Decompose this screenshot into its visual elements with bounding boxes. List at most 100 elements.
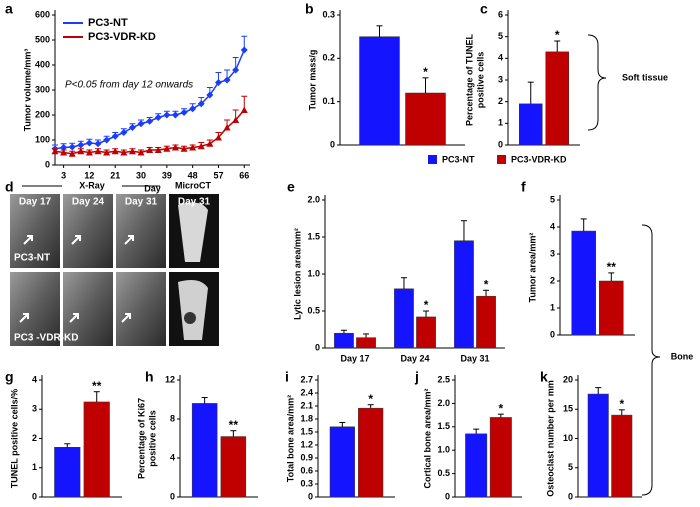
microct-bone	[178, 280, 208, 340]
row-label: PC3-NT	[14, 253, 50, 264]
bar	[571, 230, 596, 336]
bracket	[641, 224, 661, 496]
panel-letter: f	[521, 179, 526, 195]
image-panel: d X-Ray MicroCT Day 17 Day 24 Day 31 Day…	[5, 179, 219, 346]
xray-image	[63, 194, 113, 268]
y-tick-label: 3	[550, 248, 555, 258]
panel-letter: g	[5, 369, 14, 385]
y-tick-label: 0.2	[322, 53, 335, 63]
marker	[85, 139, 93, 147]
panel-letter: d	[5, 179, 14, 195]
y-tick-label: 0.5	[437, 468, 450, 478]
marker	[163, 111, 171, 119]
y-tick-label: 2.1	[300, 400, 313, 410]
bracket-label: Bone	[671, 351, 694, 361]
x-tick-label: 48	[188, 170, 198, 180]
marker	[171, 111, 179, 119]
bar	[358, 407, 384, 498]
y-tick-label: 0	[550, 329, 555, 339]
y-tick-label: 2.4	[300, 387, 313, 397]
marker	[137, 149, 145, 156]
xray-image	[10, 194, 60, 268]
y-tick-label: 0.5	[307, 305, 320, 315]
y-axis-label: Tumor volume/mm³	[22, 49, 32, 132]
y-tick-label: 5	[568, 462, 573, 472]
bar	[329, 426, 355, 498]
marker	[206, 140, 214, 147]
bar	[356, 337, 376, 349]
y-axis-label: Tumor area/mm²	[527, 233, 537, 303]
y-tick-label: 3	[498, 74, 503, 84]
significance-mark: *	[619, 397, 624, 411]
legend-swatch	[428, 155, 437, 164]
bar	[599, 280, 624, 336]
legend-label: PC3-NT	[88, 17, 128, 29]
image-header: MicroCT	[175, 180, 212, 190]
y-tick-label: 12	[165, 374, 175, 384]
y-tick-label: 300	[35, 84, 50, 94]
marker	[120, 149, 128, 156]
marker	[85, 149, 93, 156]
day-label: Day 31	[125, 197, 158, 208]
x-tick-label: 57	[213, 170, 223, 180]
day-label: Day 31	[178, 197, 211, 208]
bar	[545, 51, 570, 146]
y-tick-label: 1.5	[300, 426, 313, 436]
y-tick-label: 5	[550, 194, 555, 204]
xray-image	[116, 194, 166, 268]
marker	[128, 147, 136, 155]
bar	[518, 103, 543, 146]
marker	[197, 142, 205, 150]
bar	[611, 414, 633, 498]
series-line	[54, 49, 245, 150]
x-tick-label: 66	[239, 170, 249, 180]
bar	[476, 295, 496, 349]
marker	[232, 116, 240, 123]
y-tick-label: 200	[35, 109, 50, 119]
bar	[489, 417, 512, 498]
bar	[191, 403, 218, 498]
x-tick-label: Day 31	[460, 353, 489, 363]
bar	[454, 240, 474, 349]
y-axis-label: Osteoclast number per mm	[545, 380, 555, 497]
marker	[60, 149, 68, 156]
y-tick-label: 0.3	[322, 9, 335, 19]
y-axis-label: TUNEL positive cells/%	[9, 389, 19, 488]
marker	[214, 134, 222, 141]
marker	[223, 76, 231, 84]
y-tick-label: 6	[498, 9, 503, 19]
marker	[171, 144, 179, 151]
arrow	[69, 313, 79, 323]
marker	[232, 66, 240, 74]
panel-letter: a	[5, 1, 13, 17]
x-tick-label: 12	[84, 170, 94, 180]
bar	[416, 316, 436, 349]
marker	[103, 149, 111, 156]
marker	[77, 147, 85, 155]
marker	[94, 140, 102, 148]
y-tick-label: 2	[32, 433, 37, 443]
y-tick-label: 2.0	[307, 194, 320, 204]
x-axis-label: Day	[144, 183, 161, 193]
bar	[405, 92, 446, 146]
bar	[83, 401, 110, 498]
y-tick-label: 1	[32, 462, 37, 472]
marker	[51, 147, 59, 155]
marker	[154, 114, 162, 121]
marker	[111, 147, 119, 155]
y-axis-label: positive cells	[147, 410, 157, 467]
y-tick-label: 1	[550, 302, 555, 312]
y-tick-label: 400	[35, 59, 50, 69]
y-tick-label: 5	[498, 31, 503, 41]
marker	[60, 144, 68, 151]
y-tick-label: 15	[563, 404, 573, 414]
x-tick-label: 39	[162, 170, 172, 180]
y-tick-label: 0	[315, 342, 320, 352]
marker	[94, 147, 102, 155]
y-tick-label: 2.0	[437, 398, 450, 408]
significance-mark: *	[424, 298, 429, 312]
panel-letter: j	[414, 369, 419, 385]
legend-label: PC3-VDR-KD	[511, 154, 567, 164]
panel-letter: e	[287, 179, 295, 195]
